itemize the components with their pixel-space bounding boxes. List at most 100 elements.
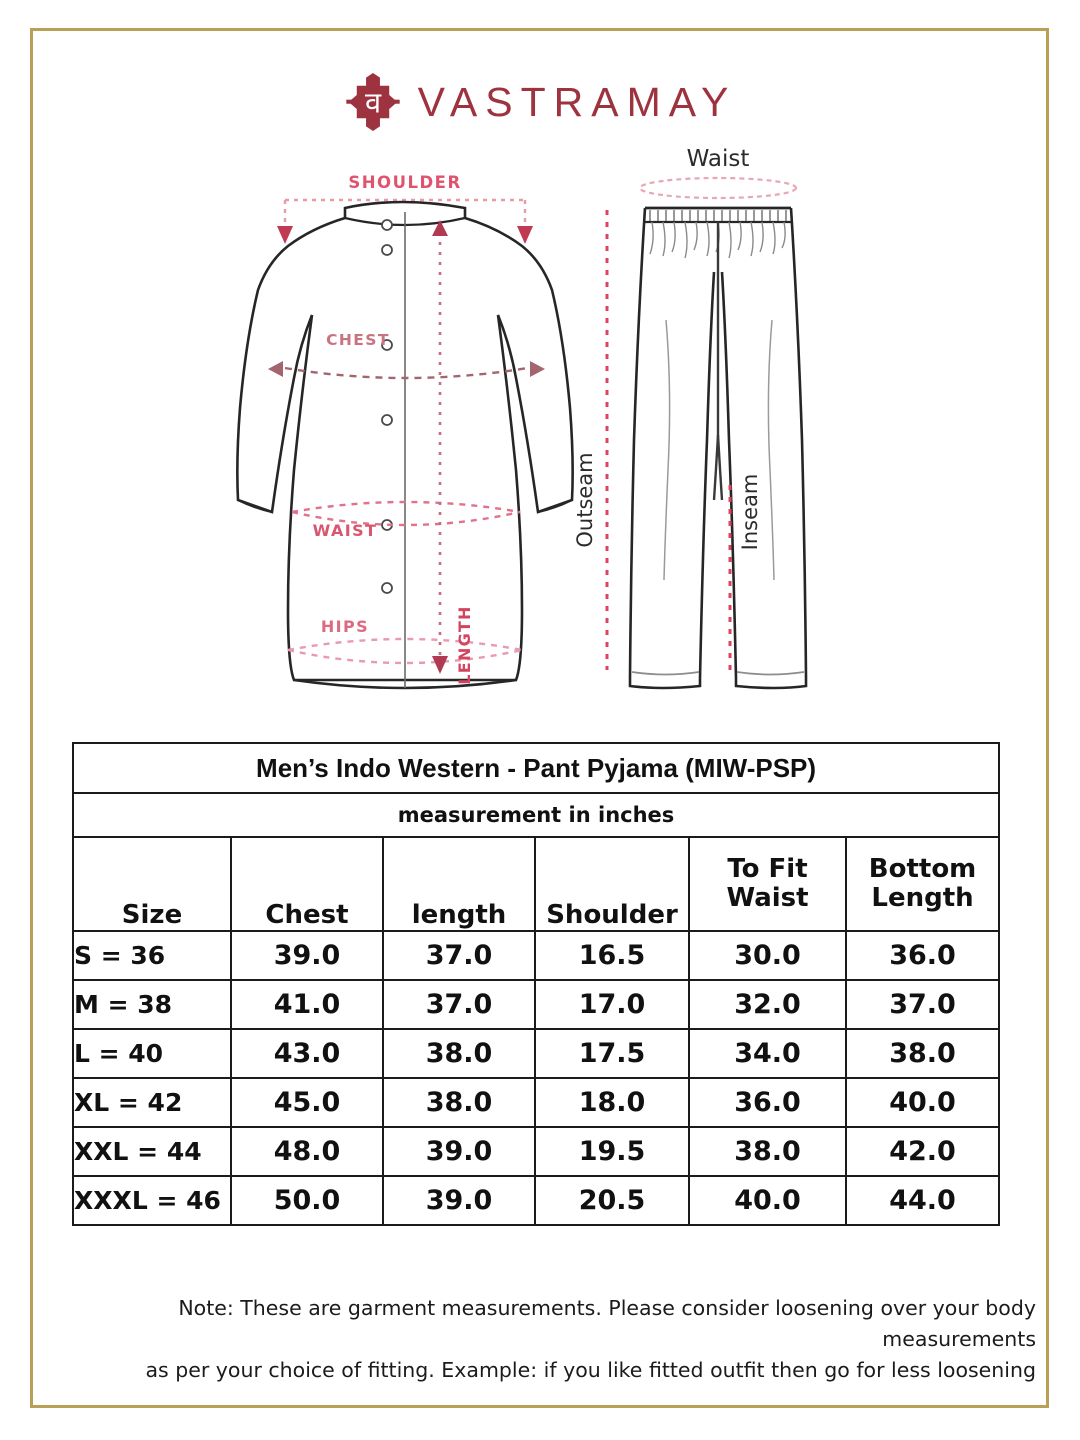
column-header-bottom-length-line2: Length	[871, 883, 974, 913]
column-header-chest: Chest	[230, 836, 384, 932]
note-line-2: as per your choice of fitting. Example: …	[145, 1358, 1036, 1383]
column-header-shoulder: Shoulder	[534, 836, 690, 932]
column-header-to-fit-waist-line2: Waist	[726, 883, 809, 913]
chest-arrow-right	[530, 361, 545, 377]
cell-size: L = 40	[72, 1028, 232, 1079]
cell-to-fit-waist: 40.0	[688, 1175, 847, 1226]
pant-left-leg	[628, 207, 716, 690]
table-row: L = 40 43.0 38.0 17.5 34.0 38.0	[72, 1028, 1001, 1079]
cell-shoulder: 16.5	[534, 930, 690, 981]
table-row: XXXL = 46 50.0 39.0 20.5 40.0 44.0	[72, 1175, 1001, 1226]
kurta-length-label: LENGTH	[455, 605, 474, 684]
brand-logo: व VASTRAMAY	[0, 62, 1080, 142]
pant-left-hem	[631, 671, 700, 676]
cell-shoulder: 17.0	[534, 979, 690, 1030]
kurta-buttons	[381, 219, 393, 594]
cell-length: 37.0	[382, 930, 536, 981]
length-arrow-bottom	[432, 656, 448, 674]
kurta-collar-top	[343, 200, 467, 218]
cell-bottom-length: 42.0	[844, 1126, 1001, 1177]
kurta-left-cuff	[237, 499, 273, 514]
cell-to-fit-waist: 30.0	[688, 930, 847, 981]
column-header-bottom-length-line1: Bottom	[868, 853, 977, 884]
cell-length: 37.0	[382, 979, 536, 1030]
note-line-1: Note: These are garment measurements. Pl…	[178, 1296, 1036, 1352]
cell-size: XXXL = 46	[72, 1175, 232, 1226]
cell-size: XL = 42	[72, 1077, 232, 1128]
shoulder-arrow-left	[277, 226, 293, 244]
pant-waistband-ribs	[649, 210, 787, 221]
column-header-to-fit-waist: To Fit Waist	[688, 836, 847, 932]
cell-to-fit-waist: 38.0	[688, 1126, 847, 1177]
chest-guide	[284, 366, 529, 380]
shoulder-arrow-right	[517, 226, 533, 244]
kurta-left-sleeve	[236, 216, 346, 514]
kurta-shoulder-label: SHOULDER	[348, 173, 461, 192]
kurta-waist-label: WAIST	[313, 521, 378, 540]
cell-to-fit-waist: 34.0	[688, 1028, 847, 1079]
cell-chest: 39.0	[230, 930, 384, 981]
chest-arrow-left	[268, 361, 283, 377]
cell-length: 38.0	[382, 1077, 536, 1128]
pant-waist-label: Waist	[687, 146, 750, 172]
vastramay-mark-icon: व	[345, 73, 400, 131]
pant-right-leg	[720, 207, 808, 690]
cell-chest: 50.0	[230, 1175, 384, 1226]
kurta-right-cuff	[537, 499, 573, 514]
kurta-left-body	[286, 314, 405, 682]
pant-outseam-label: Outseam	[573, 452, 597, 547]
cell-shoulder: 19.5	[534, 1126, 690, 1177]
measurement-note: Note: These are garment measurements. Pl…	[48, 1293, 1036, 1386]
shoulder-guide	[283, 198, 527, 226]
pant-centre-seam	[712, 222, 720, 501]
column-header-length: length	[382, 836, 536, 932]
table-title-row: Men’s Indo Western - Pant Pyjama (MIW-PS…	[71, 742, 1001, 794]
pant-waist-ellipse	[638, 176, 798, 200]
cell-bottom-length: 37.0	[844, 979, 1001, 1030]
cell-chest: 48.0	[230, 1126, 384, 1177]
cell-bottom-length: 38.0	[844, 1028, 1001, 1079]
table-header-row: Size Chest length Shoulder To Fit Waist …	[72, 836, 1001, 932]
cell-bottom-length: 40.0	[844, 1077, 1001, 1128]
cell-length: 38.0	[382, 1028, 536, 1079]
pant-drape-folds	[663, 319, 775, 581]
table-row: M = 38 41.0 37.0 17.0 32.0 37.0	[72, 979, 1001, 1030]
pant-diagram: Waist Outseam Inseam	[573, 146, 808, 690]
kurta-hips-label: HIPS	[321, 617, 369, 636]
cell-shoulder: 17.5	[534, 1028, 690, 1079]
hips-guide	[287, 637, 523, 665]
table-subtitle-row: measurement in inches	[71, 792, 1001, 838]
cell-size: XXL = 44	[72, 1126, 232, 1177]
kurta-right-sleeve	[464, 216, 574, 514]
table-row: XXL = 44 48.0 39.0 19.5 38.0 42.0	[72, 1126, 1001, 1177]
cell-chest: 45.0	[230, 1077, 384, 1128]
pant-crotch-seam	[716, 434, 724, 501]
pant-right-hem	[736, 671, 805, 676]
column-header-size: Size	[72, 836, 232, 932]
cell-length: 39.0	[382, 1126, 536, 1177]
cell-size: S = 36	[72, 930, 232, 981]
waist-guide	[291, 500, 521, 527]
size-chart-table: Men’s Indo Western - Pant Pyjama (MIW-PS…	[71, 742, 1001, 1226]
cell-to-fit-waist: 36.0	[688, 1077, 847, 1128]
length-arrow-top	[432, 220, 448, 236]
cell-to-fit-waist: 32.0	[688, 979, 847, 1030]
pant-inseam-label: Inseam	[738, 474, 762, 551]
table-row: XL = 42 45.0 38.0 18.0 36.0 40.0	[72, 1077, 1001, 1128]
garment-illustration: SHOULDER CHEST WAIST HIPS LENGTH	[0, 140, 1080, 720]
cell-shoulder: 18.0	[534, 1077, 690, 1128]
cell-bottom-length: 36.0	[844, 930, 1001, 981]
kurta-right-body	[405, 314, 524, 682]
cell-size: M = 38	[72, 979, 232, 1030]
cell-chest: 43.0	[230, 1028, 384, 1079]
garment-diagram-svg: SHOULDER CHEST WAIST HIPS LENGTH	[236, 146, 808, 690]
brand-wordmark: VASTRAMAY	[417, 78, 737, 125]
kurta-chest-label: CHEST	[326, 331, 390, 349]
table-row: S = 36 39.0 37.0 16.5 30.0 36.0	[72, 930, 1001, 981]
cell-chest: 41.0	[230, 979, 384, 1030]
cell-shoulder: 20.5	[534, 1175, 690, 1226]
cell-bottom-length: 44.0	[844, 1175, 1001, 1226]
column-header-bottom-length: Bottom Length	[844, 836, 1001, 932]
devanagari-va-glyph: व	[365, 85, 382, 119]
